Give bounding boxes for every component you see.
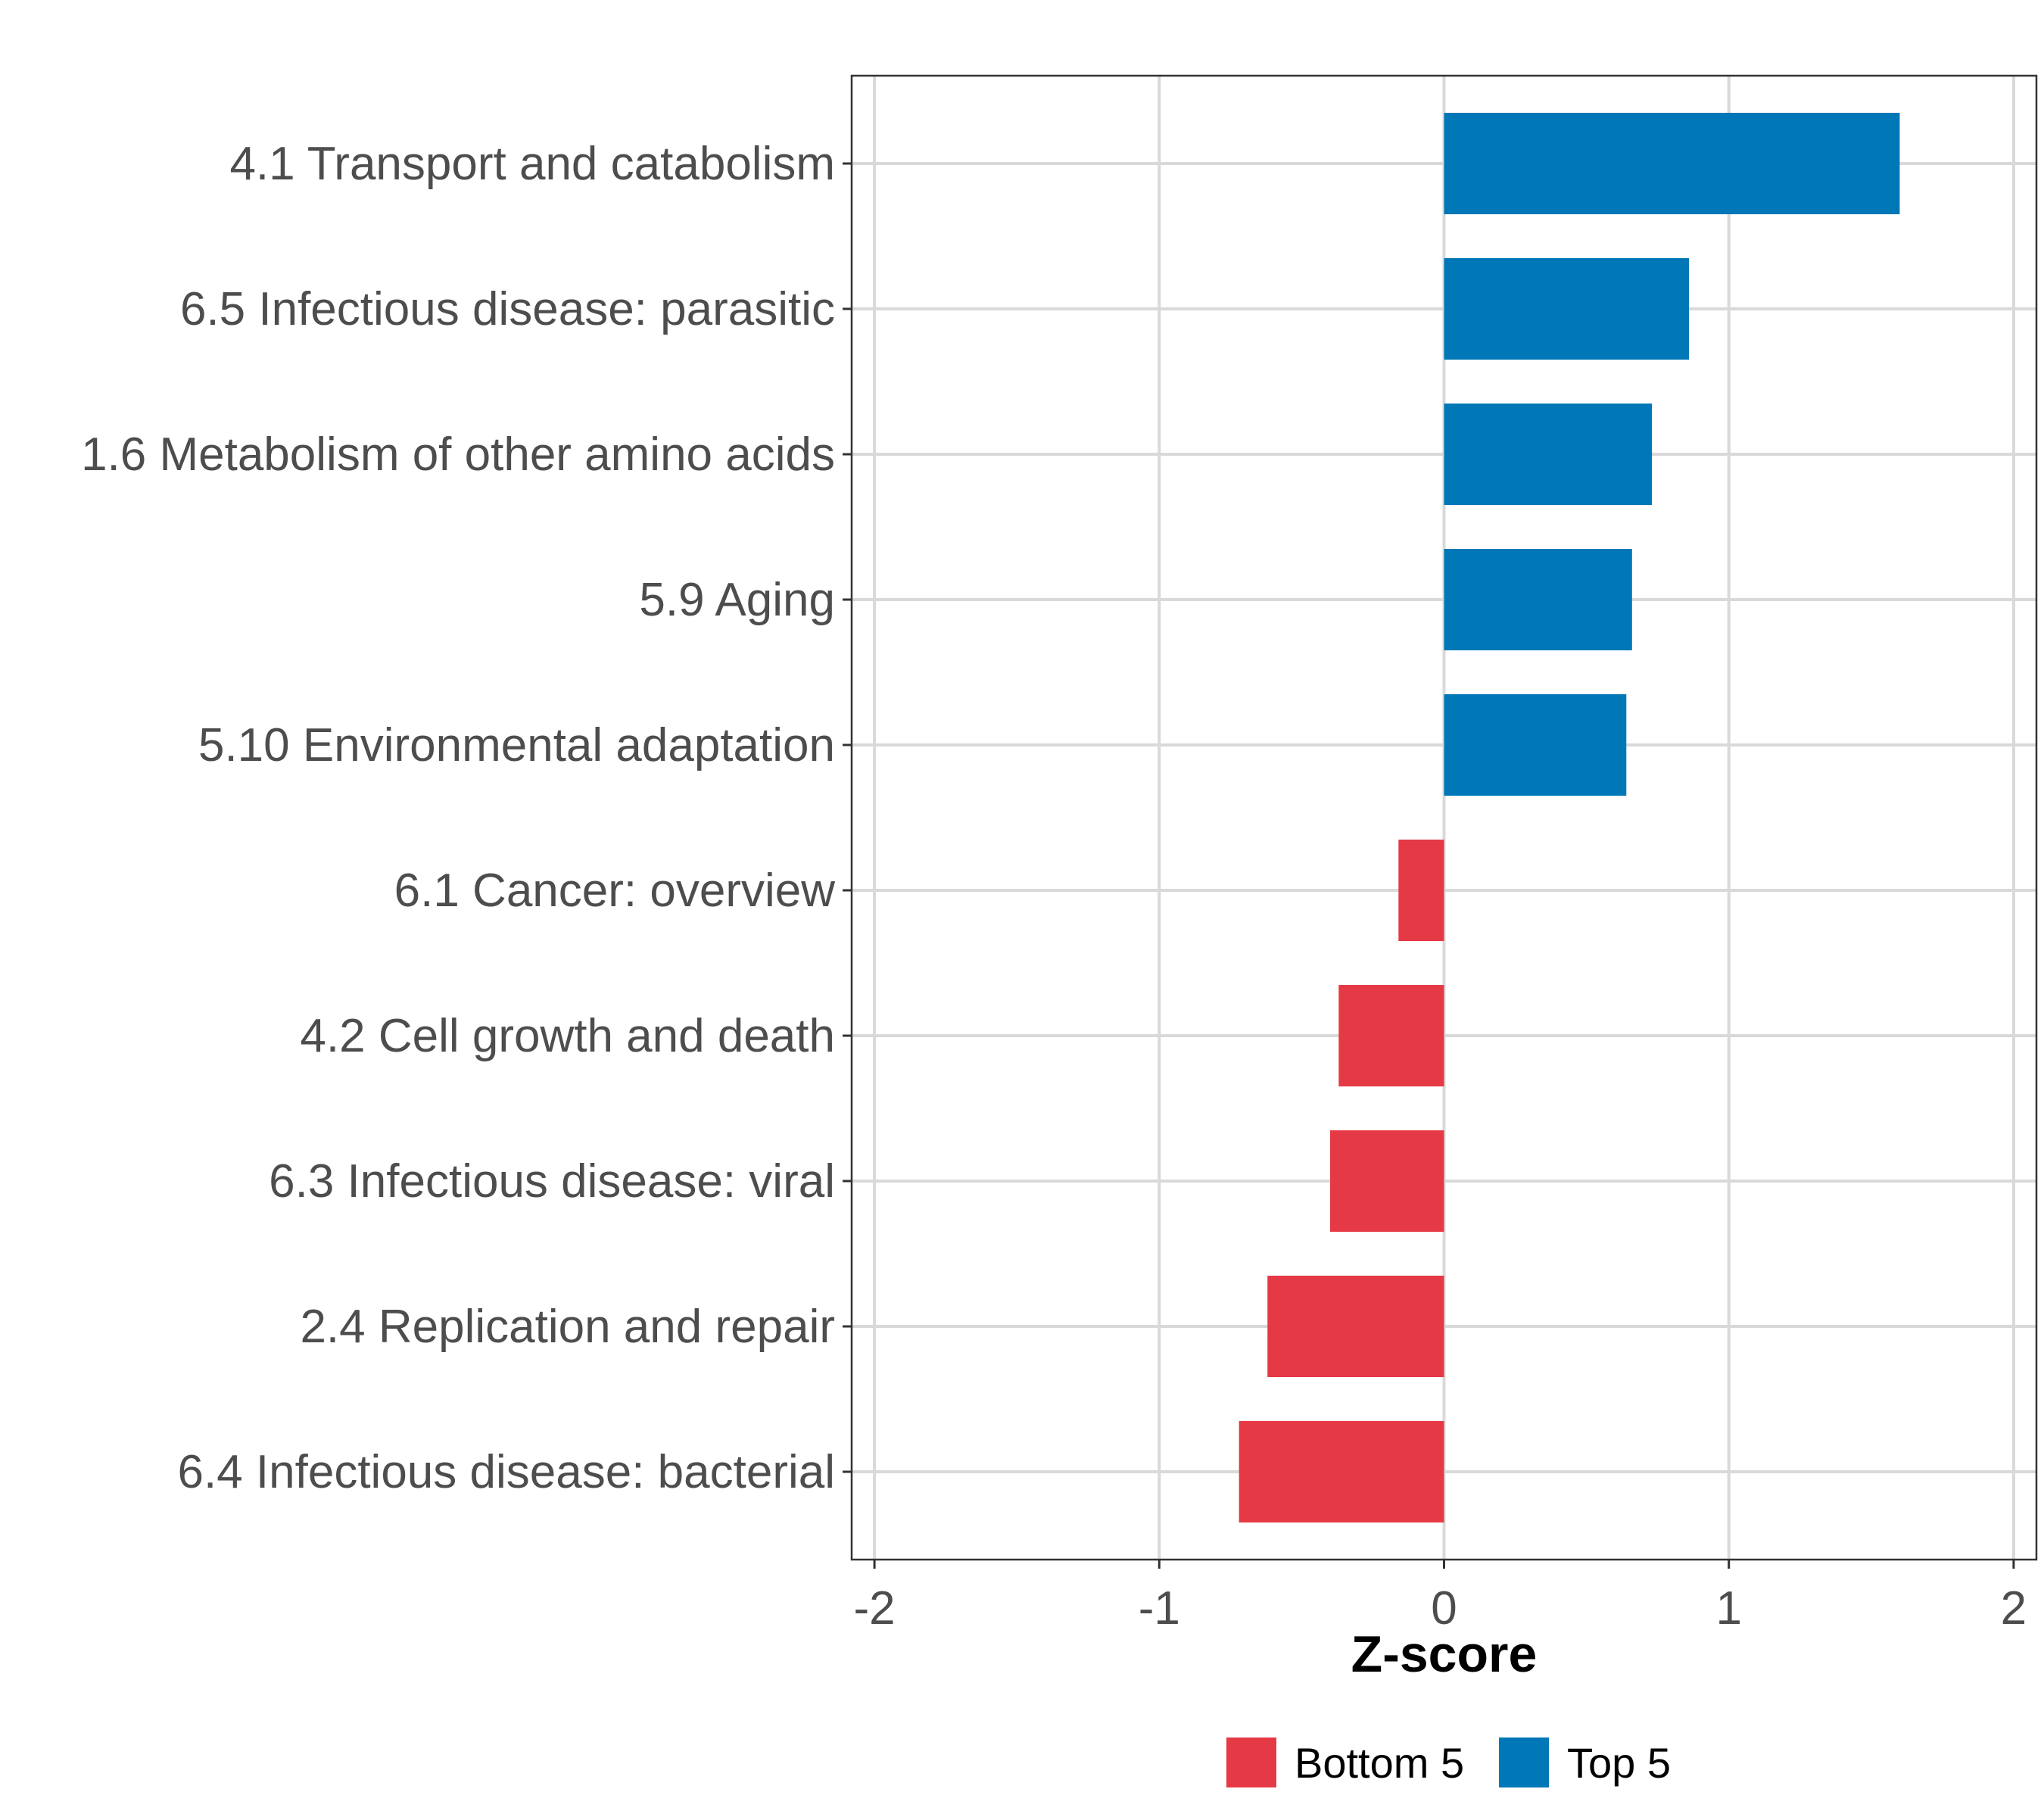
bar — [1444, 258, 1690, 360]
bar — [1330, 1130, 1444, 1232]
x-tick-label: 2 — [2001, 1582, 2027, 1635]
x-axis-ticks: -2 -1 0 1 2 — [854, 1560, 2027, 1635]
bar — [1239, 1421, 1444, 1522]
x-tick-label: -2 — [854, 1582, 896, 1635]
y-tick-label: 6.3 Infectious disease: viral — [269, 1155, 835, 1208]
y-tick-label: 2.4 Replication and repair — [300, 1301, 835, 1353]
bar — [1444, 404, 1653, 505]
y-tick-label: 4.1 Transport and catabolism — [229, 138, 835, 190]
y-tick-label: 1.6 Metabolism of other amino acids — [81, 429, 835, 481]
y-tick-label: 5.9 Aging — [639, 574, 835, 626]
x-axis-title: Z-score — [1351, 1625, 1538, 1683]
y-tick-label: 6.1 Cancer: overview — [394, 865, 836, 917]
y-tick-label: 4.2 Cell growth and death — [300, 1010, 835, 1062]
bar — [1444, 694, 1627, 796]
y-tick-label: 6.4 Infectious disease: bacterial — [177, 1446, 835, 1498]
x-tick-label: 1 — [1715, 1582, 1741, 1635]
bar — [1444, 549, 1632, 650]
legend-swatch — [1499, 1738, 1549, 1787]
bars — [1239, 113, 1900, 1522]
x-tick-label: 0 — [1431, 1582, 1457, 1635]
legend-swatch — [1226, 1738, 1276, 1787]
y-tick-label: 6.5 Infectious disease: parasitic — [180, 283, 835, 335]
legend-label: Top 5 — [1567, 1739, 1671, 1787]
y-axis-ticks: 4.1 Transport and catabolism 6.5 Infectio… — [81, 138, 852, 1498]
bar — [1398, 840, 1444, 941]
bar — [1338, 985, 1444, 1086]
y-tick-label: 5.10 Environmental adaptation — [198, 719, 835, 771]
legend: Bottom 5 Top 5 — [1226, 1738, 1671, 1787]
legend-label: Bottom 5 — [1295, 1739, 1464, 1787]
x-tick-label: -1 — [1139, 1582, 1180, 1635]
bar — [1444, 113, 1900, 214]
bar — [1267, 1276, 1444, 1377]
